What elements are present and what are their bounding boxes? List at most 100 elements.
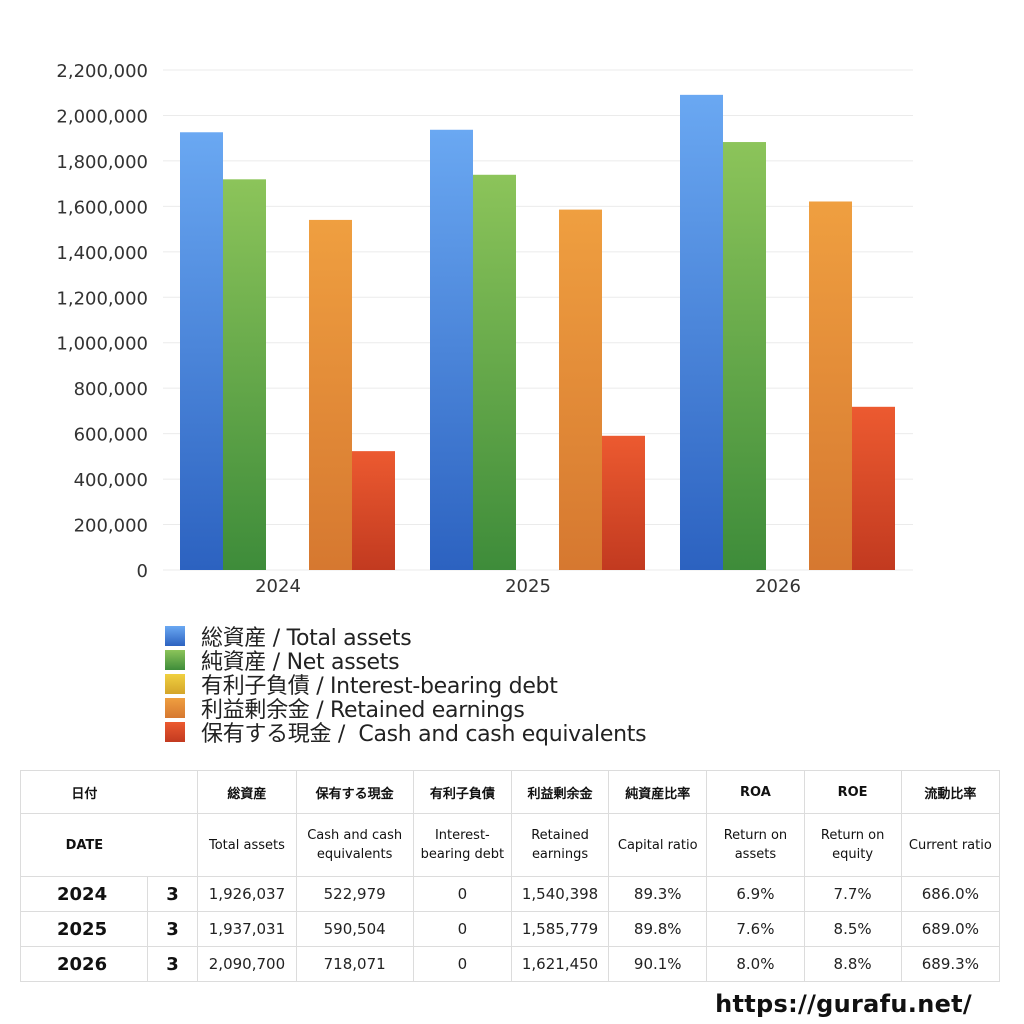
cell-roa: 7.6%: [706, 911, 805, 947]
legend-label: 利益剰余金 / Retained earnings: [201, 698, 525, 723]
financial-table: 日付 総資産 保有する現金 有利子負債 利益剰余金 純資産比率 ROA ROE …: [19, 770, 1001, 982]
cell-debt: 0: [412, 946, 512, 982]
cell-roe: 8.8%: [803, 946, 902, 982]
cell-capital-ratio: 89.8%: [608, 911, 708, 947]
y-tick-label: 0: [137, 561, 148, 582]
header-month-en: [147, 813, 199, 877]
y-tick-label: 2,200,000: [56, 61, 148, 82]
bar: [223, 179, 266, 570]
x-tick-label: 2026: [755, 576, 801, 597]
legend-item-cash: 保有する現金 / Cash and cash equivalents: [165, 720, 647, 747]
header-retained-jp: 利益剰余金: [510, 770, 610, 814]
cell-cash: 590,504: [295, 911, 414, 947]
y-tick-label: 1,800,000: [56, 152, 148, 173]
header-current-ratio-jp: 流動比率: [900, 770, 1001, 814]
bar: [559, 209, 602, 570]
x-axis-ticks: 2024 2025 2026: [255, 576, 801, 597]
cell-total-assets: 1,926,037: [197, 876, 297, 912]
legend-swatch-total-assets: [165, 626, 185, 646]
y-tick-label: 1,200,000: [56, 288, 148, 309]
cell-debt: 0: [412, 876, 512, 912]
bar: [723, 142, 766, 570]
bar: [352, 451, 395, 570]
header-roa-jp: ROA: [706, 770, 805, 814]
header-date-jp: 日付: [19, 770, 148, 814]
legend-label: 純資産 / Net assets: [201, 650, 400, 675]
y-tick-label: 1,000,000: [56, 334, 148, 355]
gridlines: [163, 69, 913, 571]
y-axis-ticks: 0 200,000 400,000 600,000 800,000 1,000,000 1,…: [56, 61, 148, 582]
legend-item-total-assets: 総資産 / Total assets: [165, 624, 646, 651]
cell-roe: 7.7%: [803, 876, 902, 912]
header-total-assets-en: Total assets: [197, 813, 297, 877]
cell-total-assets: 1,937,031: [197, 911, 297, 947]
cell-total-assets: 2,090,700: [197, 946, 297, 982]
table-row: 2024 3 1,926,037 522,979 0 1,540,398 89.…: [19, 876, 1001, 912]
cell-current-ratio: 689.3%: [900, 946, 1001, 982]
cell-capital-ratio: 90.1%: [608, 946, 708, 982]
cell-current-ratio: 686.0%: [900, 876, 1001, 912]
bar: [180, 132, 223, 570]
legend-swatch-net-assets: [165, 650, 185, 670]
cell-debt: 0: [412, 911, 512, 947]
header-roa-en: Return on assets: [706, 813, 805, 877]
legend-item-retained-earnings: 利益剰余金 / Retained earnings: [165, 696, 646, 723]
cell-month: 3: [147, 876, 199, 912]
bar: [309, 219, 352, 570]
bar: [680, 94, 723, 570]
cell-roe: 8.5%: [803, 911, 902, 947]
x-tick-label: 2024: [255, 576, 301, 597]
bar: [430, 129, 473, 570]
legend-label: 有利子負債 / Interest-bearing debt: [201, 674, 558, 699]
header-capital-ratio-en: Capital ratio: [608, 813, 708, 877]
header-month-jp: [147, 770, 199, 814]
legend: 総資産 / Total assets 純資産 / Net assets 有利子負…: [165, 624, 647, 747]
y-tick-label: 600,000: [74, 425, 148, 446]
legend-item-interest-bearing-debt: 有利子負債 / Interest-bearing debt: [165, 672, 646, 699]
header-cash-jp: 保有する現金: [295, 770, 414, 814]
bar: [809, 201, 852, 570]
cell-cash: 718,071: [295, 946, 414, 982]
table-row: 2026 3 2,090,700 718,071 0 1,621,450 90.…: [19, 946, 1001, 982]
cell-retained: 1,621,450: [510, 946, 610, 982]
cell-retained: 1,540,398: [510, 876, 610, 912]
header-capital-ratio-jp: 純資産比率: [608, 770, 708, 814]
header-debt-en: Interest-bearing debt: [412, 813, 512, 877]
cell-year: 2024: [19, 876, 148, 912]
y-tick-label: 1,400,000: [56, 243, 148, 264]
bar: [602, 435, 645, 570]
header-retained-en: Retained earnings: [510, 813, 610, 877]
cell-year: 2025: [19, 911, 148, 947]
y-tick-label: 1,600,000: [56, 197, 148, 218]
cell-month: 3: [147, 911, 199, 947]
header-roe-jp: ROE: [803, 770, 902, 814]
cell-current-ratio: 689.0%: [900, 911, 1001, 947]
cell-capital-ratio: 89.3%: [608, 876, 708, 912]
bar-chart: 0 200,000 400,000 600,000 800,000 1,000,000 1,…: [56, 61, 913, 597]
cell-cash: 522,979: [295, 876, 414, 912]
bar: [852, 406, 895, 570]
cell-month: 3: [147, 946, 199, 982]
source-url: https://gurafu.net/: [715, 990, 972, 1018]
header-roe-en: Return on equity: [803, 813, 902, 877]
y-tick-label: 800,000: [74, 379, 148, 400]
cell-year: 2026: [19, 946, 148, 982]
table-header-row-jp: 日付 総資産 保有する現金 有利子負債 利益剰余金 純資産比率 ROA ROE …: [19, 770, 1001, 814]
table-row: 2025 3 1,937,031 590,504 0 1,585,779 89.…: [19, 911, 1001, 947]
legend-swatch-interest-bearing-debt: [165, 674, 185, 694]
legend-swatch-retained-earnings: [165, 698, 185, 718]
header-date-en: DATE: [19, 813, 148, 877]
header-cash-en: Cash and cash equivalents: [295, 813, 414, 877]
y-tick-label: 2,000,000: [56, 106, 148, 127]
cell-retained: 1,585,779: [510, 911, 610, 947]
bars: [180, 94, 895, 571]
y-tick-label: 400,000: [74, 470, 148, 491]
x-tick-label: 2025: [505, 576, 551, 597]
legend-swatch-cash: [165, 722, 185, 742]
header-total-assets-jp: 総資産: [197, 770, 297, 814]
legend-label: 保有する現金 / Cash and cash equivalents: [201, 722, 647, 747]
cell-roa: 8.0%: [706, 946, 805, 982]
cell-roa: 6.9%: [706, 876, 805, 912]
legend-item-net-assets: 純資産 / Net assets: [165, 648, 646, 675]
header-current-ratio-en: Current ratio: [900, 813, 1001, 877]
